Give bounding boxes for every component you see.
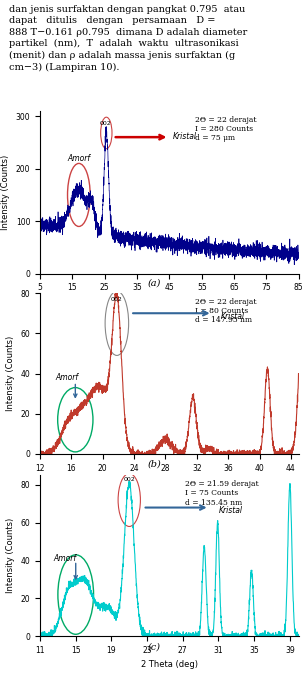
Text: (c): (c) xyxy=(148,642,160,651)
Text: 002: 002 xyxy=(111,297,123,302)
Text: (a): (a) xyxy=(147,279,161,288)
Text: 2Θ = 21.59 derajat
I = 75 Counts
d = 135.45 nm: 2Θ = 21.59 derajat I = 75 Counts d = 135… xyxy=(185,480,258,507)
Text: Amorf: Amorf xyxy=(53,554,76,563)
Y-axis label: Intensity (Counts): Intensity (Counts) xyxy=(6,518,15,593)
Y-axis label: Intensity (Counts): Intensity (Counts) xyxy=(1,155,10,230)
X-axis label: 2 Theta (deg): 2 Theta (deg) xyxy=(141,478,198,487)
Text: Amorf: Amorf xyxy=(56,373,79,382)
Text: Amorf: Amorf xyxy=(67,154,91,163)
X-axis label: 2 Theta (deg): 2 Theta (deg) xyxy=(141,298,198,307)
Text: Kristal: Kristal xyxy=(220,313,244,322)
Text: 002: 002 xyxy=(99,121,111,125)
Text: (b): (b) xyxy=(147,459,161,468)
Text: dan jenis surfaktan dengan pangkat 0.795  atau
dapat   ditulis   dengan   persam: dan jenis surfaktan dengan pangkat 0.795… xyxy=(9,5,248,71)
Text: 002: 002 xyxy=(124,477,135,482)
Text: 2Θ = 22 derajat
I = 80 Counts
d = 147.95 nm: 2Θ = 22 derajat I = 80 Counts d = 147.95… xyxy=(195,298,257,324)
Text: Kristal: Kristal xyxy=(218,506,242,515)
Y-axis label: Intensity (Counts): Intensity (Counts) xyxy=(6,336,15,411)
Text: 2Θ = 22 derajat
I = 280 Counts
d = 75 μm: 2Θ = 22 derajat I = 280 Counts d = 75 μm xyxy=(195,116,257,142)
Text: Kristal: Kristal xyxy=(173,132,197,141)
X-axis label: 2 Theta (deg): 2 Theta (deg) xyxy=(141,660,198,669)
